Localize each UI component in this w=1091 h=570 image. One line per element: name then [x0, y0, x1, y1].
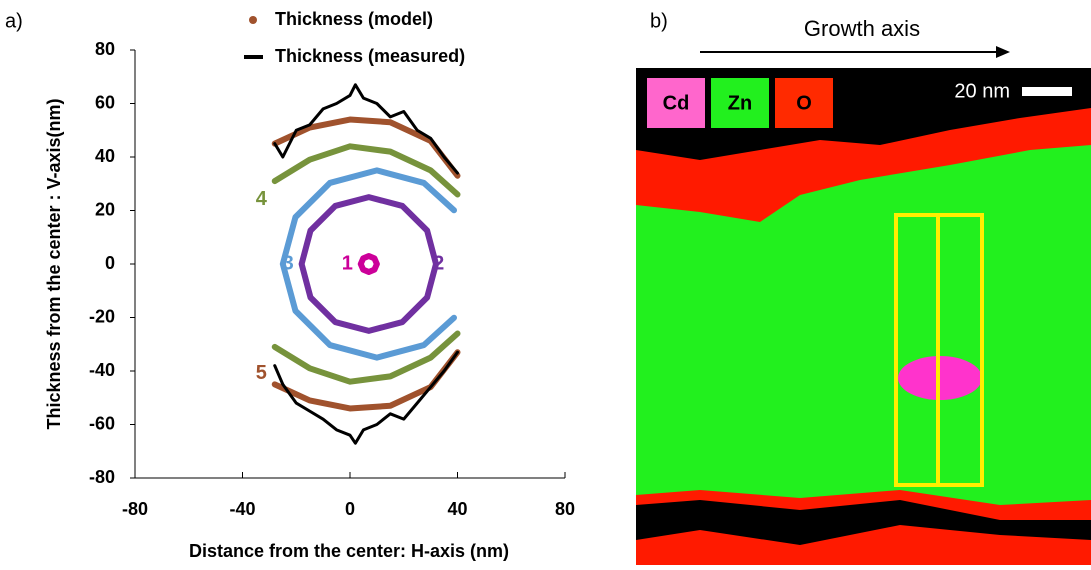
measured-line: [273, 83, 459, 175]
y-tick-label: -40: [89, 360, 115, 380]
model-curve: [298, 194, 439, 334]
panel-b: b) Growth axis Cd Zn O 20 nm: [636, 10, 1091, 565]
y-tick-label: 0: [105, 253, 115, 273]
x-tick-label: -80: [122, 499, 148, 519]
model-curve: [279, 167, 458, 361]
legend-swatch: [711, 78, 769, 128]
x-axis-title: Distance from the center: H-axis (nm): [189, 541, 509, 561]
legend-label: Thickness (measured): [275, 46, 465, 66]
y-tick-label: 80: [95, 39, 115, 59]
panel-label: b): [650, 10, 668, 32]
legend-label: O: [796, 92, 812, 114]
model-curve: [357, 252, 380, 276]
plot: -80 -60 -40 -20 0 20 40 60 80 -80 -40 0 40 80 1 2 3 4 5 Thi…: [89, 9, 575, 519]
legend-label: Zn: [728, 92, 752, 114]
model-curve: [271, 143, 461, 198]
y-tick-label: -80: [89, 467, 115, 487]
curve-label: 2: [433, 252, 444, 274]
curve-label: 4: [256, 188, 268, 210]
oxide-bottom: [636, 525, 1091, 565]
y-tick-label: -20: [89, 306, 115, 326]
y-tick-label: -60: [89, 413, 115, 433]
scale-bar: [1022, 87, 1072, 96]
arrow-head: [996, 46, 1010, 58]
legend-swatch: [647, 78, 705, 128]
y-tick-label: 20: [95, 199, 115, 219]
curve-label: 5: [256, 362, 267, 384]
legend-label: Thickness (model): [275, 9, 433, 29]
growth-axis-label: Growth axis: [804, 16, 920, 41]
y-tick-label: 60: [95, 92, 115, 112]
x-tick-label: 40: [447, 499, 467, 519]
legend-label: Cd: [663, 92, 690, 114]
zn-region: [636, 145, 1091, 505]
scale-bar-label: 20 nm: [954, 80, 1010, 102]
x-tick-label: -40: [229, 499, 255, 519]
curve-label: 1: [342, 252, 353, 274]
model-curve: [271, 330, 461, 385]
legend-marker: [249, 16, 257, 24]
x-tick-label: 80: [555, 499, 575, 519]
x-tick-label: 0: [345, 499, 355, 519]
legend-swatch: [775, 78, 833, 128]
curve-label: 3: [283, 252, 294, 274]
panel-label: a): [5, 10, 23, 32]
y-axis-title: Thickness from the center : V-axis(nm): [44, 98, 64, 429]
y-tick-label: 40: [95, 146, 115, 166]
measured-line: [273, 350, 459, 445]
